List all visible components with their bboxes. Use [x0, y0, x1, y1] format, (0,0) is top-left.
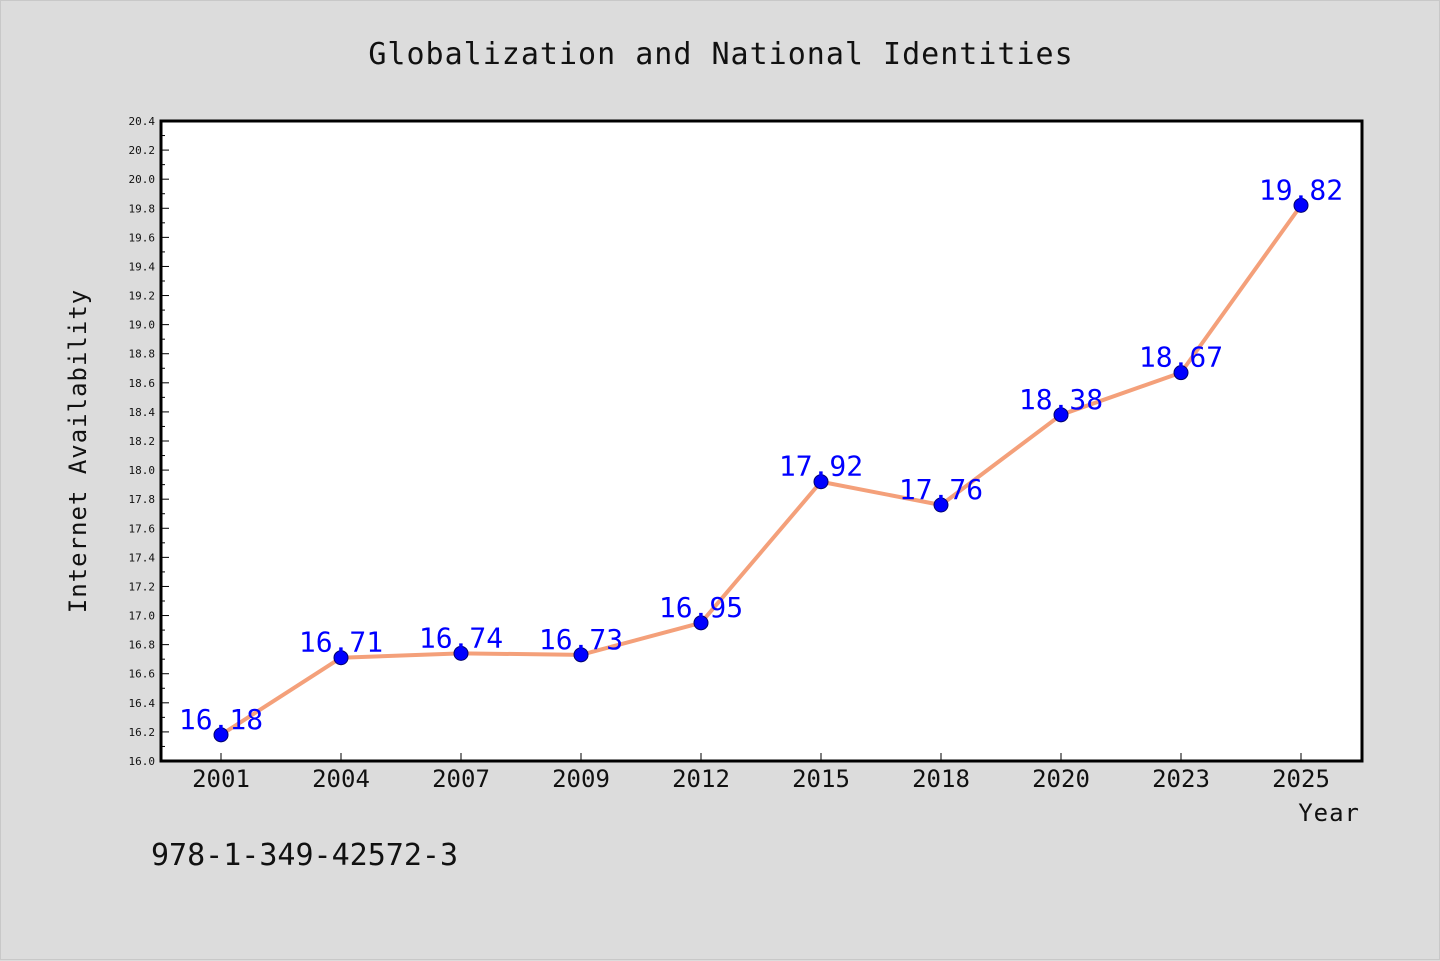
data-label: 16.18: [179, 703, 263, 736]
data-label: 16.74: [419, 621, 503, 654]
data-labels-layer: 16.18 16.71 16.74 16.73 16.95 17.92 17.76 18.38…: [179, 173, 1343, 735]
data-point: [813, 474, 829, 490]
y-tick-label: 20.2: [129, 144, 156, 157]
x-tick-label: 2001: [192, 765, 250, 793]
x-tick-label: 2009: [552, 765, 610, 793]
y-tick-label: 19.2: [129, 290, 156, 303]
y-tick-label: 19.4: [129, 260, 156, 273]
y-tick-label: 17.0: [129, 610, 156, 623]
y-tick-label: 16.4: [129, 697, 156, 710]
y-tick-label: 18.2: [129, 435, 156, 448]
y-tick-label: 19.8: [129, 202, 156, 215]
data-label: 19.82: [1259, 173, 1343, 206]
data-point: [573, 647, 589, 663]
y-tick-label: 18.6: [129, 377, 156, 390]
y-tick-label: 18.4: [129, 406, 156, 419]
series-line: [219, 204, 1303, 737]
y-axis: 16.0 16.2 16.4 16.6 16.8 17.0 17.2 17.4 17.6 17.8…: [129, 115, 169, 768]
y-tick-label: 18.0: [129, 464, 156, 477]
data-label: 18.38: [1019, 383, 1103, 416]
data-point: [453, 645, 469, 661]
data-label: 16.95: [659, 591, 743, 624]
y-tick-label: 20.0: [129, 173, 156, 186]
plot-area: [159, 119, 1364, 763]
chart-title: Globalization and National Identities: [368, 37, 1073, 72]
data-point: [693, 615, 709, 631]
series-layer: [213, 197, 1309, 743]
data-point: [213, 727, 229, 743]
data-label: 16.73: [539, 623, 623, 656]
data-point: [933, 497, 949, 513]
y-axis-label: Internet Availability: [64, 289, 92, 613]
x-axis: 2001 2004 2007 2009 2012 2015 2018 2020 2023 2025: [192, 753, 1330, 793]
x-tick-label: 2020: [1032, 765, 1090, 793]
data-point: [1293, 197, 1309, 213]
footer-text: 978-1-349-42572-3: [151, 838, 458, 873]
data-label: 18.67: [1139, 341, 1223, 374]
y-tick-label: 16.6: [129, 668, 156, 681]
y-tick-label: 19.6: [129, 231, 156, 244]
data-label: 17.92: [779, 450, 863, 483]
data-point: [1173, 365, 1189, 381]
y-tick-label: 20.4: [129, 115, 156, 128]
data-label: 17.76: [899, 473, 983, 506]
y-tick-label: 17.2: [129, 580, 156, 593]
y-tick-label: 19.0: [129, 319, 156, 332]
y-tick-label: 17.8: [129, 493, 156, 506]
y-tick-label: 16.2: [129, 726, 156, 739]
x-tick-label: 2023: [1152, 765, 1210, 793]
y-tick-label: 17.4: [129, 551, 156, 564]
x-tick-label: 2007: [432, 765, 490, 793]
y-tick-label: 16.8: [129, 639, 156, 652]
data-point: [333, 650, 349, 666]
x-tick-label: 2012: [672, 765, 730, 793]
x-axis-label: Year: [1298, 799, 1360, 827]
x-tick-label: 2025: [1272, 765, 1330, 793]
x-tick-label: 2015: [792, 765, 850, 793]
x-tick-label: 2004: [312, 765, 370, 793]
y-tick-label: 16.0: [129, 755, 156, 768]
data-point: [1053, 407, 1069, 423]
y-tick-label: 17.6: [129, 522, 156, 535]
data-label: 16.71: [299, 626, 383, 659]
x-tick-label: 2018: [912, 765, 970, 793]
y-tick-label: 18.8: [129, 348, 156, 361]
